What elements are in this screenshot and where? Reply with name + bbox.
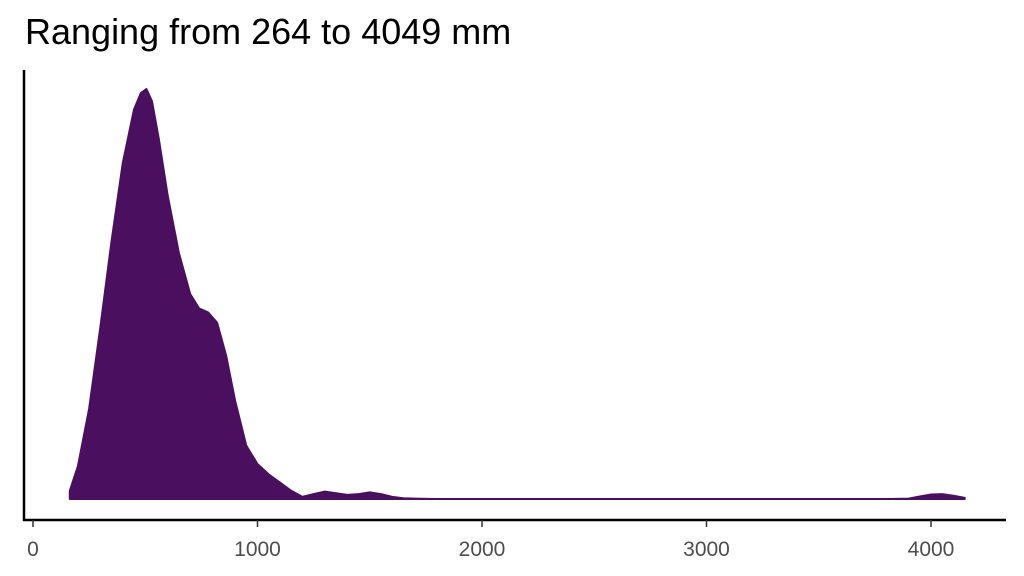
density-area — [68, 88, 966, 500]
x-tick-label: 4000 — [908, 538, 955, 561]
x-tick-label: 0 — [27, 538, 39, 561]
x-tick-label: 3000 — [683, 538, 730, 561]
x-tick-label: 2000 — [459, 538, 506, 561]
x-tick-label: 1000 — [234, 538, 281, 561]
chart-title: Ranging from 264 to 4049 mm — [25, 11, 512, 52]
x-axis-ticks: 0 1000 2000 3000 4000 — [27, 520, 954, 561]
